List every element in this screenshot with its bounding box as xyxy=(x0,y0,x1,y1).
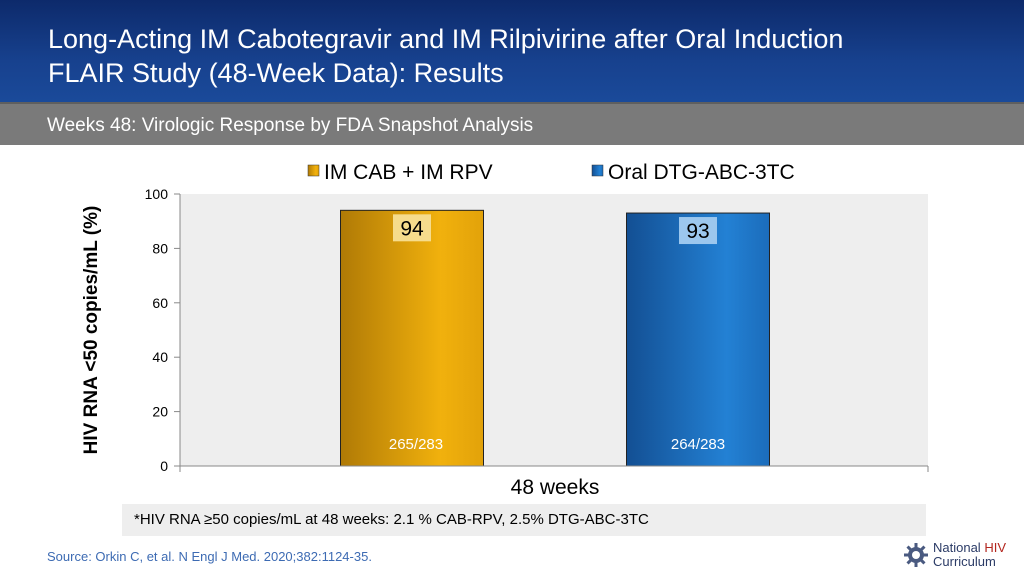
y-tick-label: 20 xyxy=(152,404,168,420)
title-line-1: Long-Acting IM Cabotegravir and IM Rilpi… xyxy=(48,24,844,54)
x-category-label: 48 weeks xyxy=(511,476,600,499)
logo-text: National HIV Curriculum xyxy=(933,541,1006,569)
value-label-background xyxy=(679,217,717,245)
header-banner: Long-Acting IM Cabotegravir and IM Rilpi… xyxy=(0,0,1024,102)
count-label-series-2: 264/283 xyxy=(671,436,725,453)
y-tick-label: 60 xyxy=(152,295,168,311)
logo-curriculum: Curriculum xyxy=(933,554,996,569)
gear-icon xyxy=(904,543,928,567)
logo-hiv: HIV xyxy=(984,540,1006,555)
y-tick-label: 40 xyxy=(152,349,168,365)
legend-label-series-2: Oral DTG-ABC-3TC xyxy=(608,161,795,184)
page-title: Long-Acting IM Cabotegravir and IM Rilpi… xyxy=(48,22,988,90)
logo-national: National xyxy=(933,540,985,555)
bar-series-2 xyxy=(626,212,770,467)
y-tick-label: 0 xyxy=(160,458,168,474)
slide-subtitle: Weeks 48: Virologic Response by FDA Snap… xyxy=(47,115,534,136)
value-label-series-1: 94 xyxy=(400,217,424,240)
legend-label-series-1: IM CAB + IM RPV xyxy=(324,161,493,184)
footnote: *HIV RNA ≥50 copies/mL at 48 weeks: 2.1 … xyxy=(122,504,926,536)
count-label-series-1: 265/283 xyxy=(389,436,443,453)
value-label-background xyxy=(393,214,431,242)
bars-group: 94 265/283 93 264/283 xyxy=(340,209,770,467)
title-line-2: FLAIR Study (48-Week Data): Results xyxy=(48,58,504,88)
y-axis: 0 20 40 60 80 100 xyxy=(145,186,181,474)
bar-series-1 xyxy=(340,209,484,467)
y-tick-label: 100 xyxy=(145,186,169,202)
legend: IM CAB + IM RPV Oral DTG-ABC-3TC xyxy=(307,161,795,184)
subtitle-bar: Weeks 48: Virologic Response by FDA Snap… xyxy=(0,102,1024,145)
y-tick-label: 80 xyxy=(152,240,168,256)
plot-area xyxy=(180,194,928,466)
source-citation: Source: Orkin C, et al. N Engl J Med. 20… xyxy=(47,549,372,564)
legend-swatch-series-2 xyxy=(591,164,604,177)
legend-swatch-series-1 xyxy=(307,164,320,177)
value-label-series-2: 93 xyxy=(686,220,709,243)
national-hiv-curriculum-logo: National HIV Curriculum xyxy=(903,541,1006,569)
y-axis-label: HIV RNA <50 copies/mL (%) xyxy=(81,205,102,455)
